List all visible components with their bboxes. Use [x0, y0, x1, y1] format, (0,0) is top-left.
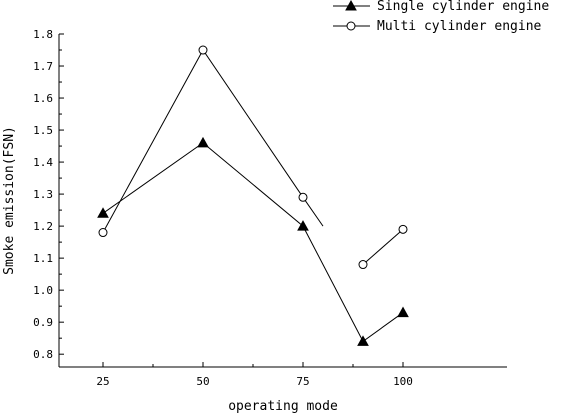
y-tick-label: 1.0 — [33, 284, 53, 297]
series-line — [102, 49, 324, 233]
y-tick-label: 1.8 — [33, 28, 53, 41]
series-line — [102, 142, 404, 343]
x-tick-label: 25 — [96, 375, 109, 388]
x-tick-label: 75 — [296, 375, 309, 388]
data-point-triangle — [197, 136, 209, 148]
series-layer — [97, 45, 409, 346]
y-tick-label: 1.7 — [33, 60, 53, 73]
x-axis-title: operating mode — [228, 399, 338, 414]
legend-label: Multi cylinder engine — [377, 19, 542, 34]
y-tick-label: 1.6 — [33, 92, 53, 105]
legend-marker-circle — [346, 21, 356, 31]
legend-marker-triangle — [345, 0, 357, 11]
series-line — [362, 228, 404, 265]
x-tick-label: 100 — [393, 375, 413, 388]
axes — [58, 34, 507, 368]
series-multi-cylinder — [98, 45, 408, 270]
data-point-triangle — [297, 220, 309, 231]
y-tick-label: 0.8 — [33, 348, 53, 361]
y-tick-label: 1.4 — [33, 156, 53, 169]
data-point-triangle — [397, 306, 409, 318]
x-axis-ticks: 25 50 75 100 — [96, 362, 413, 388]
y-axis-ticks: 0.8 0.9 1.0 1.1 1.2 1.3 1.4 1.5 1.6 1.7 1.8 — [33, 28, 64, 361]
data-point-circle — [358, 260, 368, 270]
y-axis-title: Smoke emission(FSN) — [2, 126, 17, 275]
x-tick-label: 50 — [196, 375, 209, 388]
data-point-triangle — [97, 207, 109, 218]
series-single-cylinder — [97, 136, 409, 346]
y-tick-label: 1.2 — [33, 220, 53, 233]
data-point-circle — [298, 192, 308, 202]
y-tick-label: 1.5 — [33, 124, 53, 137]
legend: Single cylinder engine Multi cylinder eng… — [333, 0, 549, 34]
data-point-circle — [198, 45, 208, 55]
legend-label: Single cylinder engine — [377, 0, 549, 14]
data-point-circle — [98, 228, 108, 238]
y-tick-label: 0.9 — [33, 316, 53, 329]
y-tick-label: 1.3 — [33, 188, 53, 201]
y-tick-label: 1.1 — [33, 252, 53, 265]
data-point-triangle — [357, 335, 369, 346]
data-point-circle — [398, 224, 408, 234]
